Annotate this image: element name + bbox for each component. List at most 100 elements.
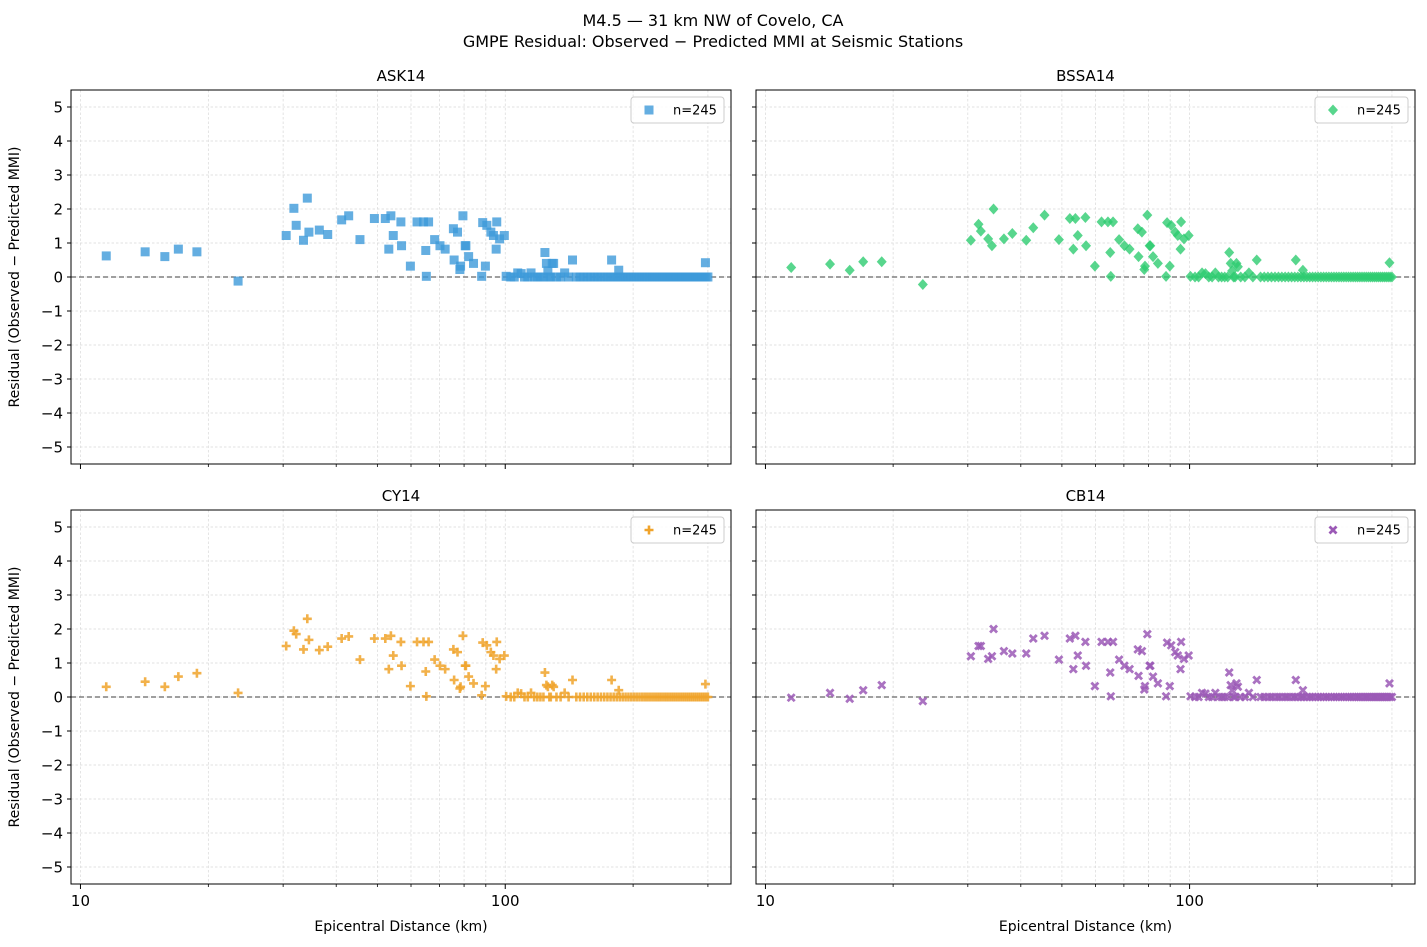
data-point [298, 235, 308, 245]
data-point [384, 244, 394, 254]
data-point [1176, 664, 1186, 674]
data-point [469, 678, 479, 688]
data-point [281, 231, 291, 241]
data-point [540, 668, 550, 678]
data-point [291, 220, 301, 230]
data-point [1224, 668, 1234, 678]
data-point [549, 682, 559, 692]
data-point [430, 655, 440, 665]
data-point [233, 276, 243, 286]
y-tick-label: 0 [53, 269, 63, 287]
data-point [488, 231, 498, 241]
legend: n=245 [630, 96, 725, 124]
data-points [786, 203, 1397, 290]
y-tick-label: −4 [41, 825, 63, 843]
y-tick-label: −3 [41, 791, 63, 809]
legend-label: n=245 [1357, 104, 1401, 119]
data-point [458, 631, 468, 641]
data-point [1166, 640, 1176, 650]
data-point [173, 244, 183, 254]
data-point [314, 225, 324, 235]
y-tick-label: −1 [41, 303, 63, 321]
data-point [1068, 664, 1078, 674]
y-tick-label: −4 [41, 405, 63, 423]
data-point [917, 278, 928, 290]
data-point [453, 647, 463, 657]
data-point [918, 696, 928, 706]
data-point [1102, 216, 1113, 228]
data-point [1386, 271, 1397, 283]
data-point [380, 214, 390, 224]
data-point [323, 230, 333, 239]
figure-title-line2: GMPE Residual: Observed − Predicted MMI … [463, 32, 963, 51]
data-point [424, 217, 434, 227]
legend-label: n=245 [1357, 524, 1401, 539]
data-point [421, 245, 431, 255]
data-point [976, 641, 986, 651]
y-tick-label: 3 [53, 167, 63, 185]
data-point [986, 240, 997, 252]
x-tick-label: 100 [491, 892, 520, 910]
data-point [1145, 661, 1155, 671]
data-point [568, 255, 578, 265]
data-point [844, 264, 855, 276]
data-point [397, 241, 407, 251]
data-point [482, 220, 492, 230]
data-point [1053, 234, 1064, 246]
data-point [492, 637, 502, 647]
data-point [1166, 219, 1177, 231]
data-point [388, 231, 398, 241]
data-point [999, 646, 1009, 656]
data-point [1165, 681, 1175, 691]
y-tick-label: 1 [53, 655, 63, 673]
y-tick-label: 5 [53, 519, 63, 537]
data-point [464, 252, 474, 262]
data-point [456, 682, 466, 692]
data-point [786, 693, 796, 703]
data-point [173, 672, 183, 682]
data-point [1108, 637, 1118, 647]
data-point [1173, 651, 1183, 661]
y-tick-label: 5 [53, 99, 63, 117]
y-tick-label: −2 [41, 337, 63, 355]
data-point [355, 235, 365, 245]
data-points [786, 624, 1397, 706]
data-point [501, 271, 511, 281]
data-point [449, 675, 459, 685]
panel-title: ASK14 [377, 67, 426, 85]
data-point [192, 247, 202, 257]
data-point [1106, 691, 1116, 701]
y-tick-label: 4 [53, 553, 63, 571]
data-point [703, 692, 713, 702]
data-point [703, 272, 713, 282]
data-point [1176, 216, 1187, 228]
x-axis-label: Epicentral Distance (km) [999, 919, 1172, 935]
chart-panel-bssa14: BSSA14 n=245 [752, 67, 1416, 469]
data-point [543, 266, 553, 276]
legend-box [630, 96, 725, 124]
data-point [858, 256, 869, 268]
data-point [1225, 257, 1236, 269]
data-point [1152, 257, 1163, 269]
data-point [1108, 216, 1119, 228]
data-point [1021, 234, 1032, 246]
data-point [1040, 631, 1050, 641]
data-point [289, 203, 299, 213]
plot-frame [755, 89, 1416, 465]
data-point [499, 231, 509, 241]
data-point [966, 651, 976, 661]
data-point [1387, 692, 1397, 702]
data-point [477, 690, 487, 700]
data-point [1065, 634, 1075, 644]
data-point [421, 271, 431, 281]
data-point [1252, 675, 1262, 685]
data-point [1080, 637, 1090, 647]
data-point [488, 651, 498, 661]
data-point [1291, 675, 1301, 685]
data-point [412, 217, 422, 227]
legend-box [1314, 516, 1409, 544]
data-point [1081, 240, 1092, 252]
legend-marker [644, 525, 654, 535]
panel-title: CY14 [382, 487, 420, 505]
